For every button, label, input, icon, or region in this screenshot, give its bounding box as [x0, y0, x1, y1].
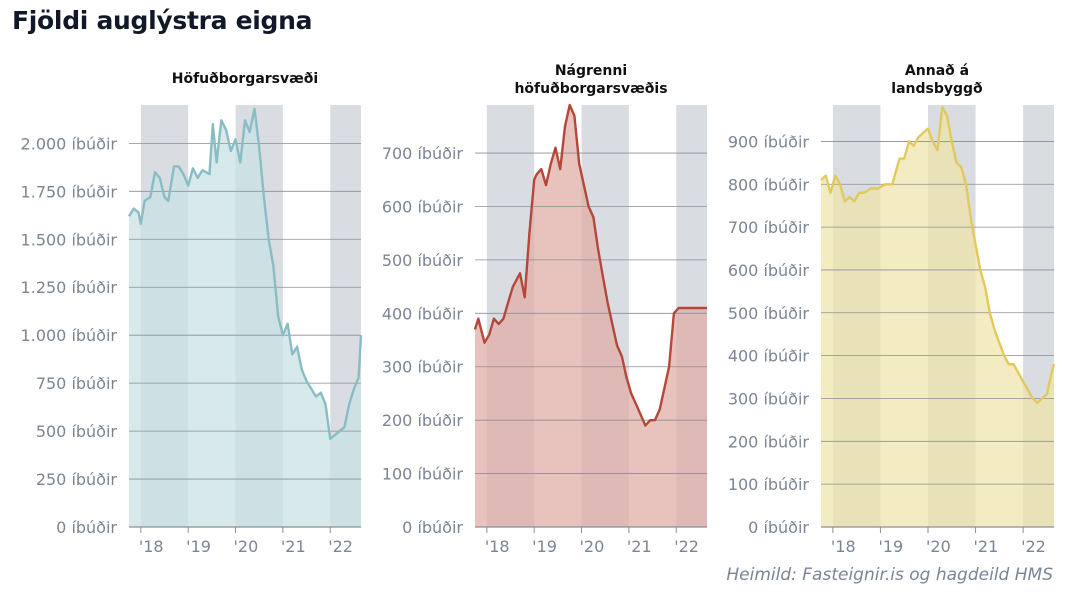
y-tick-label: 1.000 íbúðir: [21, 326, 118, 345]
y-tick-label: 100 íbúðir: [728, 475, 810, 494]
y-tick-label: 750 íbúðir: [36, 374, 118, 393]
series-area: [475, 105, 707, 527]
x-tick-label: '18: [831, 537, 856, 556]
y-tick-label: 200 íbúðir: [728, 432, 810, 451]
x-tick-label: '19: [878, 537, 903, 556]
series-line: [820, 105, 1056, 404]
panel-title: höfuðborgarsvæðis: [514, 81, 667, 97]
y-tick-label: 1.500 íbúðir: [21, 230, 118, 249]
x-tick-label: '18: [485, 537, 510, 556]
x-tick-label: '21: [281, 537, 306, 556]
source-note: Heimild: Fasteignir.is og hagdeild HMS: [726, 565, 1053, 585]
x-tick-label: '19: [532, 537, 557, 556]
x-tick-label: '19: [186, 537, 211, 556]
panel-2: Nágrenni höfuðborgarsvæðis 0 íbúðir 100 íbú…: [382, 63, 707, 556]
x-tick-label: '21: [974, 537, 999, 556]
y-tick-label: 400 íbúðir: [728, 347, 810, 366]
y-tick-label: 600 íbúðir: [382, 197, 464, 216]
x-tick-label: '21: [627, 537, 652, 556]
y-tick-label: 250 íbúðir: [36, 470, 118, 489]
chart-title: Fjöldi auglýstra eigna: [12, 6, 313, 35]
y-tick-label: 400 íbúðir: [382, 304, 464, 323]
panel-3: Annað á landsbyggð 0 íbúðir 100 íbúðir 200 í…: [728, 63, 1056, 556]
y-tick-label: 200 íbúðir: [382, 411, 464, 430]
y-tick-label: 300 íbúðir: [382, 358, 464, 377]
series-area: [821, 107, 1054, 527]
x-tick-label: '22: [674, 537, 699, 556]
y-tick-label: 700 íbúðir: [382, 144, 464, 163]
panel-title: Annað á: [905, 63, 969, 79]
y-tick-label: 900 íbúðir: [728, 132, 810, 151]
x-tick-label: '20: [580, 537, 605, 556]
y-tick-label: 600 íbúðir: [728, 261, 810, 280]
y-tick-label: 0 íbúðir: [748, 518, 809, 537]
series-line: [127, 107, 363, 440]
x-tick-label: '20: [926, 537, 951, 556]
series-line: [473, 103, 707, 427]
y-tick-label: 100 íbúðir: [382, 465, 464, 484]
y-tick-label: 1.750 íbúðir: [21, 182, 118, 201]
y-tick-label: 0 íbúðir: [56, 518, 117, 537]
y-tick-label: 0 íbúðir: [402, 518, 463, 537]
y-tick-label: 500 íbúðir: [36, 422, 118, 441]
y-tick-label: 500 íbúðir: [382, 251, 464, 270]
y-tick-label: 1.250 íbúðir: [21, 278, 118, 297]
series-area: [129, 108, 361, 528]
y-tick-label: 500 íbúðir: [728, 304, 810, 323]
panel-title: Nágrenni: [555, 63, 627, 79]
y-tick-label: 300 íbúðir: [728, 389, 810, 408]
x-tick-label: '20: [234, 537, 259, 556]
panel-title: Höfuðborgarsvæði: [172, 71, 318, 87]
x-tick-label: '18: [139, 537, 164, 556]
y-tick-label: 2.000 íbúðir: [21, 134, 118, 153]
y-tick-label: 700 íbúðir: [728, 218, 810, 237]
panel-title: landsbyggð: [891, 81, 983, 97]
x-tick-label: '22: [328, 537, 353, 556]
x-tick-label: '22: [1021, 537, 1046, 556]
panel-1: Höfuðborgarsvæði 0 íbúðir 250 íbúðir 500 íb…: [21, 71, 363, 556]
y-tick-label: 800 íbúðir: [728, 175, 810, 194]
